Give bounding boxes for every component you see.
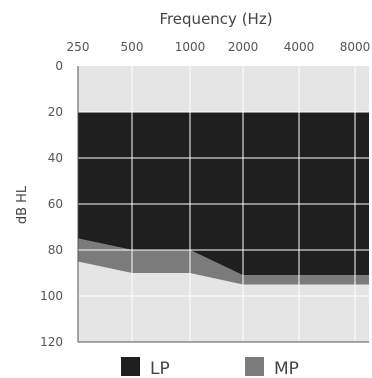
y-tick-label-0: 0 [55, 59, 63, 73]
y-tick-label-40: 40 [48, 151, 63, 165]
y-tick-label-60: 60 [48, 197, 63, 211]
series-layer [78, 112, 369, 285]
y-tick-label-120: 120 [40, 335, 63, 349]
x-tick-label-8000: 8000 [340, 40, 371, 54]
y-tick-label-80: 80 [48, 243, 63, 257]
x-tick-label-2000: 2000 [228, 40, 259, 54]
y-axis-label: dB HL [15, 185, 30, 224]
x-tick-labels: 250 500 1000 2000 4000 8000 [67, 40, 371, 54]
legend: LP MP [121, 357, 299, 378]
x-tick-label-500: 500 [121, 40, 144, 54]
chart-title: Frequency (Hz) [159, 10, 272, 28]
legend-swatch-mp [245, 357, 264, 376]
series-area-lp [78, 112, 369, 276]
legend-label-mp: MP [274, 359, 299, 378]
legend-label-lp: LP [150, 359, 170, 378]
x-tick-label-4000: 4000 [284, 40, 315, 54]
grid-layer [78, 66, 369, 342]
x-tick-label-250: 250 [67, 40, 90, 54]
y-tick-label-100: 100 [40, 289, 63, 303]
y-tick-label-20: 20 [48, 105, 63, 119]
x-tick-label-1000: 1000 [175, 40, 206, 54]
y-tick-labels: 0 20 40 60 80 100 120 [40, 59, 63, 349]
legend-swatch-lp [121, 357, 140, 376]
